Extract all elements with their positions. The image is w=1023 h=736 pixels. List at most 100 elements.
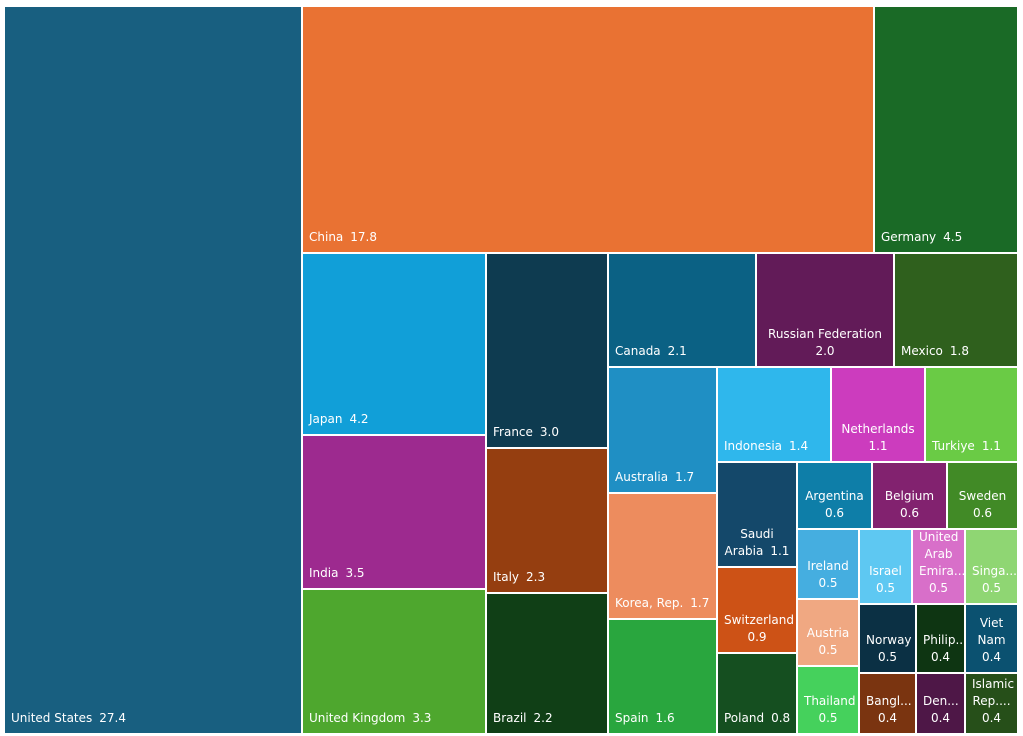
tile-norway[interactable]: Norway 0.5 bbox=[860, 605, 915, 672]
tile-label: Italy 2.3 bbox=[487, 569, 607, 586]
tile-value: 2.3 bbox=[526, 570, 546, 584]
tile-label: Russian Federation 2.0 bbox=[757, 326, 893, 360]
tile-russian-federation[interactable]: Russian Federation 2.0 bbox=[757, 254, 893, 366]
tile-label: Netherlands 1.1 bbox=[832, 421, 924, 455]
tile-name: Germany bbox=[881, 230, 937, 244]
tile-label: Korea, Rep. 1.7 bbox=[609, 595, 716, 612]
tile-iran-islamic-rep[interactable]: Iran, Islamic Rep.... 0.4 bbox=[966, 674, 1017, 733]
tile-australia[interactable]: Australia 1.7 bbox=[609, 368, 716, 492]
tile-value: 1.6 bbox=[655, 711, 675, 725]
tile-canada[interactable]: Canada 2.1 bbox=[609, 254, 755, 366]
tile-philippines[interactable]: Philip... 0.4 bbox=[917, 605, 964, 672]
tile-label: China 17.8 bbox=[303, 229, 873, 246]
tile-france[interactable]: France 3.0 bbox=[487, 254, 607, 447]
tile-israel[interactable]: Israel 0.5 bbox=[860, 530, 911, 603]
tile-value: 0.5 bbox=[928, 581, 949, 595]
tile-label: Sweden 0.6 bbox=[948, 488, 1017, 522]
tile-united-arab-emirates[interactable]: United Arab Emira... 0.5 bbox=[913, 530, 964, 603]
tile-value: 0.8 bbox=[771, 711, 791, 725]
tile-value: 3.3 bbox=[412, 711, 432, 725]
tile-value: 2.1 bbox=[667, 344, 687, 358]
tile-brazil[interactable]: Brazil 2.2 bbox=[487, 594, 607, 733]
tile-value: 1.7 bbox=[675, 470, 695, 484]
tile-label: Belgium 0.6 bbox=[873, 488, 946, 522]
tile-austria[interactable]: Austria 0.5 bbox=[798, 600, 858, 665]
tile-label: Singa... 0.5 bbox=[966, 563, 1017, 597]
tile-value: 1.1 bbox=[868, 439, 888, 453]
tile-sweden[interactable]: Sweden 0.6 bbox=[948, 463, 1017, 528]
tile-singapore[interactable]: Singa... 0.5 bbox=[966, 530, 1017, 603]
tile-value: 0.4 bbox=[930, 711, 951, 725]
tile-label: Iran, Islamic Rep.... 0.4 bbox=[966, 674, 1017, 727]
tile-name: Netherlands bbox=[841, 422, 915, 436]
tile-name: Philip... bbox=[923, 633, 964, 647]
tile-belgium[interactable]: Belgium 0.6 bbox=[873, 463, 946, 528]
tile-japan[interactable]: Japan 4.2 bbox=[303, 254, 485, 434]
tile-indonesia[interactable]: Indonesia 1.4 bbox=[718, 368, 830, 461]
tile-label: Thailand 0.5 bbox=[798, 693, 858, 727]
tile-label: Canada 2.1 bbox=[609, 343, 755, 360]
tile-thailand[interactable]: Thailand 0.5 bbox=[798, 667, 858, 733]
tile-name: Den... bbox=[923, 694, 959, 708]
tile-label: Australia 1.7 bbox=[609, 469, 716, 486]
tile-name: Spain bbox=[615, 711, 649, 725]
tile-name: Russian Federation bbox=[768, 327, 882, 341]
tile-china[interactable]: China 17.8 bbox=[303, 7, 873, 252]
tile-spain[interactable]: Spain 1.6 bbox=[609, 620, 716, 733]
tile-argentina[interactable]: Argentina 0.6 bbox=[798, 463, 871, 528]
tile-name: Ireland bbox=[807, 559, 849, 573]
tile-value: 0.9 bbox=[747, 630, 767, 644]
tile-name: Argentina bbox=[805, 489, 864, 503]
tile-turkiye[interactable]: Turkiye 1.1 bbox=[926, 368, 1017, 461]
tile-name: Canada bbox=[615, 344, 661, 358]
tile-value: 2.2 bbox=[533, 711, 553, 725]
tile-name: United Kingdom bbox=[309, 711, 406, 725]
tile-mexico[interactable]: Mexico 1.8 bbox=[895, 254, 1017, 366]
tile-name: Indonesia bbox=[724, 439, 783, 453]
tile-name: Australia bbox=[615, 470, 669, 484]
tile-value: 0.6 bbox=[899, 506, 920, 520]
tile-value: 17.8 bbox=[350, 230, 377, 244]
tile-value: 2.0 bbox=[815, 344, 835, 358]
tile-netherlands[interactable]: Netherlands 1.1 bbox=[832, 368, 924, 461]
tile-label: India 3.5 bbox=[303, 565, 485, 582]
tile-name: Singa... bbox=[972, 564, 1017, 578]
tile-value: 0.4 bbox=[981, 650, 1002, 664]
tile-name: Saudi Arabia bbox=[724, 527, 774, 558]
tile-value: 0.4 bbox=[877, 711, 898, 725]
tile-value: 0.4 bbox=[981, 711, 1002, 725]
tile-viet-nam[interactable]: Viet Nam 0.4 bbox=[966, 605, 1017, 672]
tile-label: Norway 0.5 bbox=[860, 632, 915, 666]
tile-name: Poland bbox=[724, 711, 765, 725]
tile-name: Turkiye bbox=[932, 439, 975, 453]
tile-value: 1.1 bbox=[981, 439, 1001, 453]
tile-label: Mexico 1.8 bbox=[895, 343, 1017, 360]
tile-value: 1.8 bbox=[949, 344, 969, 358]
tile-label: United Kingdom 3.3 bbox=[303, 710, 485, 727]
tile-saudi-arabia[interactable]: Saudi Arabia 1.1 bbox=[718, 463, 796, 566]
tile-label: Japan 4.2 bbox=[303, 411, 485, 428]
tile-united-states[interactable]: United States 27.4 bbox=[5, 7, 301, 733]
tile-name: United Arab Emira... bbox=[919, 530, 964, 578]
tile-switzerland[interactable]: Switzerland 0.9 bbox=[718, 568, 796, 652]
tile-label: Poland 0.8 bbox=[718, 710, 796, 727]
tile-label: Indonesia 1.4 bbox=[718, 438, 830, 455]
tile-label: Turkiye 1.1 bbox=[926, 438, 1017, 455]
tile-value: 1.7 bbox=[690, 596, 710, 610]
tile-value: 0.5 bbox=[875, 581, 896, 595]
tile-value: 0.5 bbox=[818, 643, 838, 657]
tile-value: 0.5 bbox=[877, 650, 898, 664]
tile-label: Viet Nam 0.4 bbox=[966, 615, 1017, 666]
tile-united-kingdom[interactable]: United Kingdom 3.3 bbox=[303, 590, 485, 733]
tile-name: Korea, Rep. bbox=[615, 596, 684, 610]
tile-poland[interactable]: Poland 0.8 bbox=[718, 654, 796, 733]
tile-korea-rep[interactable]: Korea, Rep. 1.7 bbox=[609, 494, 716, 618]
tile-denmark[interactable]: Den... 0.4 bbox=[917, 674, 964, 733]
tile-germany[interactable]: Germany 4.5 bbox=[875, 7, 1017, 252]
tile-bangladesh[interactable]: Bangl... 0.4 bbox=[860, 674, 915, 733]
tile-label: Philip... 0.4 bbox=[917, 632, 964, 666]
tile-ireland[interactable]: Ireland 0.5 bbox=[798, 530, 858, 598]
tile-india[interactable]: India 3.5 bbox=[303, 436, 485, 588]
tile-italy[interactable]: Italy 2.3 bbox=[487, 449, 607, 592]
tile-label: Austria 0.5 bbox=[798, 625, 858, 659]
